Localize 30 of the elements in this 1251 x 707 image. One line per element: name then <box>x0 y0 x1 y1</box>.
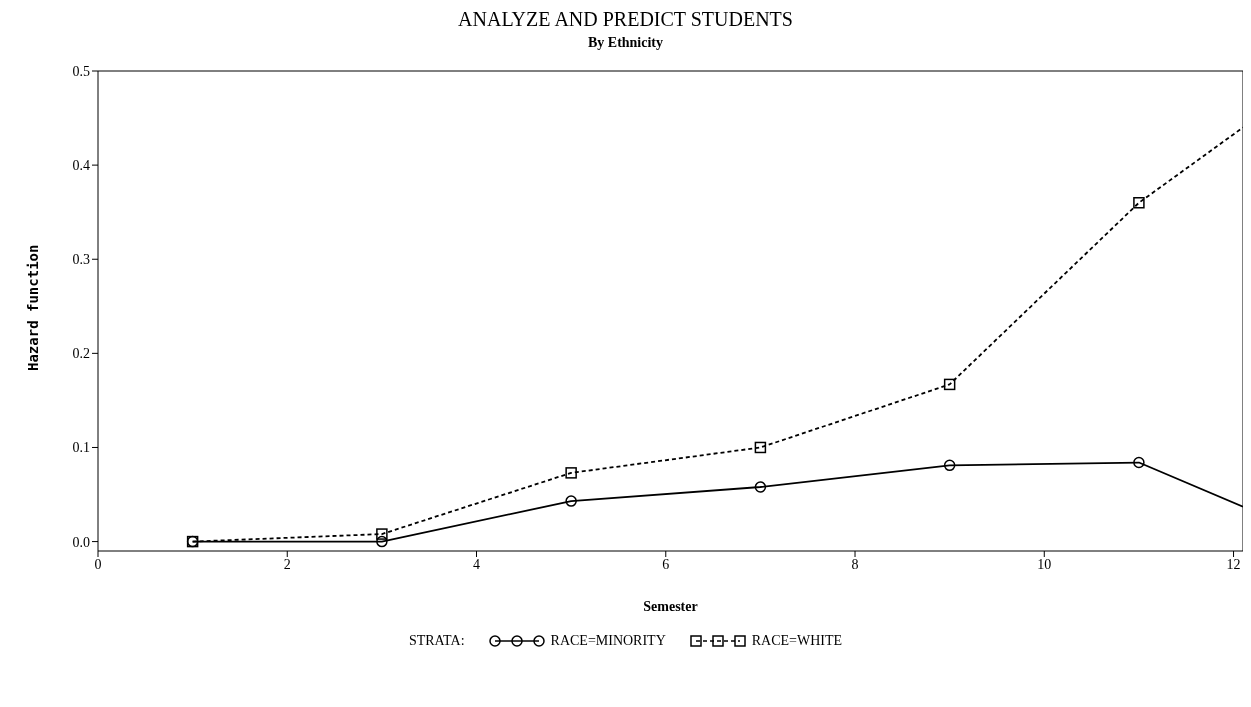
y-tick-label: 0.1 <box>72 440 90 456</box>
point <box>943 378 956 391</box>
point <box>1133 197 1145 209</box>
legend-title: STRATA: <box>408 633 465 649</box>
x-axis-title: Semester <box>643 599 698 614</box>
x-tick-label: 4 <box>473 556 481 572</box>
y-tick-label: 0.2 <box>72 346 90 362</box>
point <box>943 459 956 472</box>
chart-subtitle: By Ethnicity <box>586 35 665 51</box>
point <box>565 467 577 479</box>
point <box>1133 456 1145 469</box>
x-tick-label: 10 <box>1037 556 1052 572</box>
x-tick-label: 8 <box>851 556 859 572</box>
point <box>376 535 388 548</box>
x-tick-label: 2 <box>283 556 291 572</box>
legend-label: RACE=WHITE <box>751 633 843 649</box>
legend-label: RACE=MINORITY <box>550 633 666 649</box>
point <box>754 441 767 454</box>
x-tick-label: 0 <box>94 556 102 572</box>
y-axis-title: Hazard function <box>24 244 41 371</box>
chart-title: ANALYZE AND PREDICT STUDENTS <box>457 8 794 31</box>
y-tick-label: 0.0 <box>72 534 90 550</box>
y-tick-label: 0.5 <box>72 63 90 79</box>
point <box>754 481 767 493</box>
x-tick-label: 12 <box>1226 556 1241 572</box>
point <box>376 528 388 540</box>
x-tick-label: 6 <box>662 556 670 572</box>
point <box>565 495 577 507</box>
y-tick-label: 0.4 <box>72 158 90 174</box>
y-tick-label: 0.3 <box>72 252 90 268</box>
